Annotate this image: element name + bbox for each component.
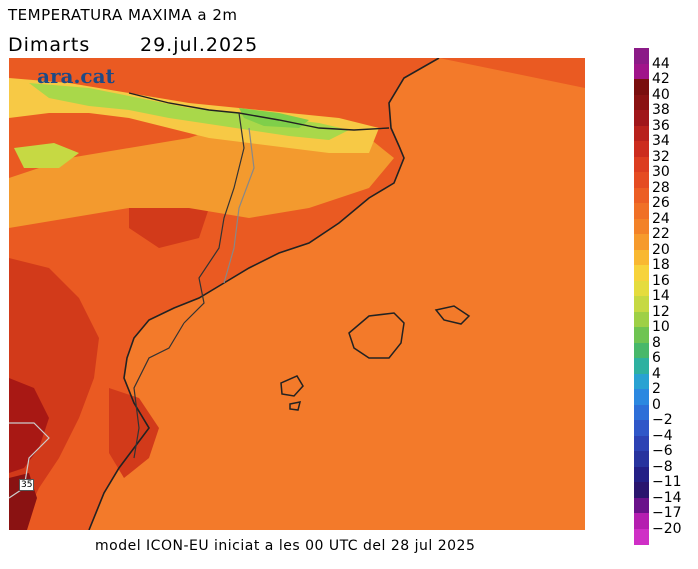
colorbar-label: 42 bbox=[652, 71, 670, 87]
temperature-map: ara.cat 35 bbox=[9, 58, 585, 530]
colorbar-label: −17 bbox=[652, 505, 682, 521]
colorbar-label: −8 bbox=[652, 458, 673, 475]
island-formentera bbox=[289, 401, 302, 411]
colorbar-label: 0 bbox=[652, 396, 661, 413]
colorbar-cell bbox=[634, 389, 649, 405]
colorbar-cell bbox=[634, 342, 649, 359]
colorbar-label: 36 bbox=[652, 117, 670, 134]
colorbar-cell bbox=[634, 265, 649, 281]
colorbar-cell bbox=[634, 249, 649, 266]
colorbar-label: −20 bbox=[652, 520, 682, 537]
island-ibiza bbox=[280, 375, 304, 397]
brand-logo: ara.cat bbox=[37, 64, 115, 88]
colorbar-cell bbox=[634, 141, 649, 157]
colorbar-label: 18 bbox=[652, 257, 670, 273]
colorbar-label: 22 bbox=[652, 226, 670, 242]
colorbar-label: −14 bbox=[652, 489, 682, 506]
colorbar-label: −2 bbox=[652, 412, 673, 428]
colorbar-cell bbox=[634, 296, 649, 312]
colorbar-cell bbox=[634, 451, 649, 467]
colorbar-label: 26 bbox=[652, 195, 670, 211]
colorbar-label: 34 bbox=[652, 133, 670, 149]
city-temperature-marker: 35 bbox=[19, 479, 35, 491]
regional-border bbox=[183, 112, 245, 324]
land-hot-patch bbox=[109, 388, 159, 478]
colorbar-label: 44 bbox=[652, 55, 670, 72]
colorbar-cell bbox=[634, 48, 649, 64]
national-border bbox=[128, 92, 390, 131]
colorbar bbox=[634, 48, 649, 545]
colorbar-cell bbox=[634, 234, 649, 250]
colorbar-label: 8 bbox=[652, 334, 661, 351]
colorbar-cell bbox=[634, 497, 649, 514]
colorbar-label: 40 bbox=[652, 86, 670, 103]
colorbar-label: 6 bbox=[652, 350, 661, 366]
colorbar-cell bbox=[634, 466, 649, 483]
colorbar-label: −6 bbox=[652, 443, 673, 459]
map-date: 29.jul.2025 bbox=[140, 34, 259, 56]
regional-border bbox=[223, 127, 255, 284]
colorbar-cell bbox=[634, 187, 649, 204]
colorbar-label: 12 bbox=[652, 303, 670, 320]
colorbar-cell bbox=[634, 311, 649, 328]
colorbar-label: 16 bbox=[652, 272, 670, 289]
colorbar-cell bbox=[634, 172, 649, 188]
land-hot-patch bbox=[9, 258, 99, 530]
regional-border bbox=[133, 322, 185, 459]
map-day: Dimarts bbox=[8, 34, 91, 56]
colorbar-cell bbox=[634, 218, 649, 235]
colorbar-label: 10 bbox=[652, 319, 670, 335]
colorbar-label: 4 bbox=[652, 365, 661, 382]
colorbar-label: 30 bbox=[652, 164, 670, 180]
colorbar-cell bbox=[634, 125, 649, 142]
island-menorca bbox=[434, 305, 471, 325]
colorbar-cell bbox=[634, 513, 649, 529]
colorbar-label: 2 bbox=[652, 381, 661, 397]
colorbar-cell bbox=[634, 435, 649, 452]
colorbar-cell bbox=[634, 420, 649, 436]
colorbar-label: 32 bbox=[652, 148, 670, 165]
colorbar-cell bbox=[634, 110, 649, 126]
colorbar-cell bbox=[634, 373, 649, 390]
mountain-cool-west bbox=[14, 143, 79, 168]
colorbar-cell bbox=[634, 79, 649, 95]
colorbar-label: 20 bbox=[652, 241, 670, 258]
colorbar-cell bbox=[634, 482, 649, 498]
colorbar-label: −4 bbox=[652, 427, 673, 444]
colorbar-cell bbox=[634, 327, 649, 343]
colorbar-cell bbox=[634, 203, 649, 219]
map-canvas bbox=[9, 58, 585, 530]
land-hot-patch bbox=[9, 378, 49, 473]
colorbar-label: −11 bbox=[652, 474, 682, 490]
colorbar-cell bbox=[634, 404, 649, 421]
island-mallorca bbox=[348, 312, 405, 359]
colorbar-cell bbox=[634, 63, 649, 80]
colorbar-cell bbox=[634, 156, 649, 173]
colorbar-cell bbox=[634, 280, 649, 297]
colorbar-label: 24 bbox=[652, 210, 670, 227]
colorbar-label: 38 bbox=[652, 102, 670, 118]
colorbar-cell bbox=[634, 528, 649, 545]
model-info: model ICON-EU iniciat a les 00 UTC del 2… bbox=[95, 538, 476, 554]
colorbar-label: 28 bbox=[652, 179, 670, 196]
colorbar-label: 14 bbox=[652, 288, 670, 304]
colorbar-cell bbox=[634, 358, 649, 374]
colorbar-cell bbox=[634, 94, 649, 111]
map-title: TEMPERATURA MAXIMA a 2m bbox=[8, 6, 238, 24]
